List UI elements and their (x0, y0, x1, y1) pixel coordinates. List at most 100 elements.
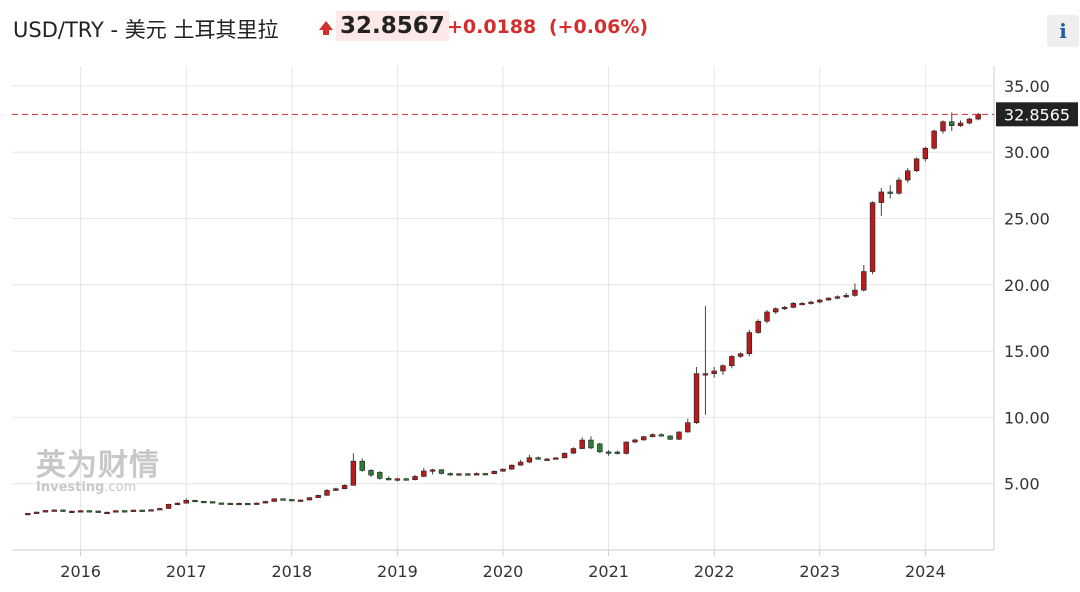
candle-body (289, 499, 295, 502)
candle-body (174, 502, 181, 505)
current-price-tag (996, 102, 1078, 127)
up-arrow-icon (319, 21, 333, 30)
pair-title: USD/TRY - 美元 土耳其里拉 (13, 18, 279, 42)
candle-body (60, 509, 66, 512)
candle-body (236, 503, 242, 506)
candle-body (649, 434, 656, 437)
quote-header: USD/TRY - 美元 土耳其里拉 32.8567 +0.0188 (+0.0… (0, 0, 1080, 58)
candle-body (843, 295, 849, 298)
x-tick-label: 2021 (588, 562, 629, 581)
candle-body (781, 307, 788, 310)
x-tick-label: 2016 (60, 562, 101, 581)
candle-body (473, 473, 480, 476)
y-tick-label: 30.00 (1004, 143, 1050, 162)
candle-body (245, 503, 251, 506)
x-tick-label: 2020 (483, 562, 524, 581)
candle-body (139, 509, 145, 512)
candle-body (632, 439, 638, 443)
candle-body (685, 422, 691, 433)
candle-body (148, 509, 154, 512)
candle-body (104, 511, 110, 515)
x-tick-label: 2024 (905, 562, 946, 581)
candle-body (746, 332, 753, 355)
candle-body (975, 113, 981, 120)
candle-body (535, 457, 541, 460)
candle-body (42, 510, 49, 513)
candle-body (121, 510, 128, 513)
info-button[interactable]: i (1047, 15, 1079, 47)
candle-body (623, 441, 629, 454)
candle-body (165, 503, 172, 509)
candle-body (412, 476, 418, 481)
y-tick-label: 5.00 (1004, 475, 1040, 494)
candle-body (922, 147, 929, 160)
candle-body (711, 370, 717, 374)
candle-body (949, 121, 955, 126)
candle-body (350, 460, 357, 486)
candle-body (825, 297, 832, 301)
candle-body (262, 501, 269, 504)
candle-body (544, 458, 550, 461)
candle-body (764, 311, 770, 322)
candle-body (500, 468, 506, 472)
candle-body (429, 469, 436, 472)
candle-body (421, 470, 427, 477)
candle-body (385, 478, 392, 481)
candle-body (377, 472, 383, 479)
candle-body (588, 439, 594, 449)
candle-body (834, 296, 841, 299)
candle-body (957, 122, 964, 126)
candle-body (192, 499, 198, 503)
candle-body (641, 436, 647, 441)
candle-body (394, 478, 401, 481)
x-tick-label: 2017 (166, 562, 207, 581)
candle-body (324, 490, 330, 496)
candle-body (333, 488, 339, 491)
current-price-label: 32.8565 (1004, 105, 1070, 124)
candle-body (209, 501, 216, 504)
candle-body (447, 473, 453, 476)
candle-body (896, 179, 902, 194)
candle-body (359, 460, 365, 471)
candle-body (113, 510, 119, 513)
candle-body (693, 373, 700, 424)
candle-body (658, 434, 665, 437)
candle-body (271, 498, 277, 502)
change-percent: (+0.06%) (548, 16, 649, 38)
candle-body (130, 509, 137, 512)
candle-body (773, 308, 779, 313)
candle-body (509, 464, 515, 470)
candle-body (729, 356, 735, 366)
candle-body (799, 303, 805, 306)
candle-body (456, 473, 462, 476)
candle-body (51, 509, 57, 512)
candlestick-chart: 5.00 10.00 15.00 20.00 25.00 30.00 35.00 2016 20… (12, 66, 1078, 581)
candle-body (315, 495, 321, 498)
candle-body (931, 130, 937, 149)
candle-body (25, 513, 31, 516)
x-tick-label: 2018 (271, 562, 312, 581)
candle-body (913, 158, 920, 172)
x-tick-label: 2022 (694, 562, 735, 581)
candle-body (157, 508, 163, 511)
watermark-en-main: Investing (36, 480, 105, 495)
candle-body (667, 435, 673, 440)
y-tick-label: 20.00 (1004, 276, 1050, 295)
candle-body (887, 191, 893, 194)
candle-body (403, 478, 409, 481)
candle-body (77, 510, 84, 513)
y-tick-label: 35.00 (1004, 77, 1050, 96)
candle-body (297, 499, 304, 502)
watermark-cn: 英为财情 (36, 448, 160, 483)
change-value: +0.0188 (447, 16, 537, 38)
candle-body (702, 373, 709, 376)
candle-body (33, 511, 40, 514)
candle-body (368, 470, 374, 476)
candle-body (808, 301, 814, 304)
candle-body (966, 118, 973, 124)
candle-body (218, 502, 225, 505)
candle-body (253, 502, 260, 505)
candle-body (570, 448, 577, 454)
price-change: +0.0188 (+0.06%) (447, 16, 648, 38)
candle-body (561, 452, 568, 459)
